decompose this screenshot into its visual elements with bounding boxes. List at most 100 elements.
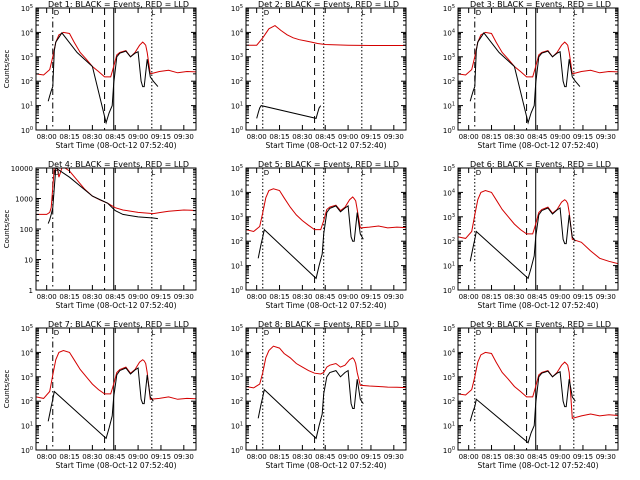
event-marker-label: D	[476, 169, 481, 177]
x-tick-label: 09:15	[573, 453, 593, 461]
x-tick-label: 09:15	[151, 293, 171, 301]
y-tick-label-exponent: 5	[240, 4, 243, 10]
x-tick-label: 08:15	[59, 453, 79, 461]
x-tick-label: 09:00	[338, 293, 358, 301]
y-tick-label: 103	[231, 373, 243, 382]
y-tick-label: 100	[443, 286, 455, 295]
series-line-red	[246, 25, 406, 46]
y-tick-label-exponent: 5	[452, 4, 455, 10]
event-marker-label: L	[573, 9, 577, 17]
series-line-black	[257, 205, 364, 280]
y-axis-label: Counts/sec	[3, 50, 11, 89]
y-tick-label-exponent: 4	[240, 188, 243, 194]
x-tick-label: 09:15	[573, 293, 593, 301]
plot-frame	[457, 7, 619, 131]
x-tick-label: 08:45	[315, 293, 335, 301]
plot-frame	[35, 167, 197, 291]
x-tick-label: 09:30	[174, 453, 194, 461]
x-tick-label: 08:45	[527, 293, 547, 301]
x-tick-label: 08:00	[247, 293, 267, 301]
y-tick-label: 103	[231, 213, 243, 222]
x-tick-label: 09:00	[128, 133, 148, 141]
x-tick-label: 09:15	[151, 453, 171, 461]
y-tick-label-exponent: 1	[240, 422, 243, 428]
series-line-red	[458, 351, 618, 419]
y-tick-label: 102	[21, 397, 33, 406]
x-tick-label: 08:00	[247, 133, 267, 141]
y-tick-label-exponent: 2	[30, 77, 33, 83]
x-tick-label: 09:30	[596, 453, 616, 461]
series-line-black	[47, 367, 154, 440]
y-tick-label: 101	[21, 102, 33, 111]
y-tick-label: 103	[443, 373, 455, 382]
y-tick-label: 104	[443, 28, 455, 37]
y-tick-label: 100	[231, 446, 243, 455]
x-tick-label: 09:30	[596, 293, 616, 301]
chart-title: Det 4: BLACK = Events, RED = LLD	[48, 160, 189, 169]
chart-panel-4: 1 10 100 1000 10000 08:00 08:15 08:30 08:45 09:00…	[3, 160, 197, 310]
event-marker-label: D	[264, 169, 269, 177]
x-tick-label: 08:00	[459, 453, 479, 461]
y-tick-label-exponent: 3	[30, 53, 33, 59]
x-tick-label: 08:00	[459, 133, 479, 141]
series-line-black	[469, 370, 576, 444]
event-marker-label: D	[476, 329, 481, 337]
y-tick-label-exponent: 5	[30, 324, 33, 330]
y-tick-label-exponent: 0	[452, 126, 455, 132]
y-tick-label-exponent: 2	[240, 397, 243, 403]
series-line-red	[36, 349, 196, 400]
x-tick-label: 08:15	[59, 133, 79, 141]
x-tick-label: 08:45	[105, 293, 125, 301]
y-tick-label-exponent: 5	[30, 4, 33, 10]
y-tick-label: 103	[443, 213, 455, 222]
y-tick-label: 101	[231, 262, 243, 271]
series-line-red	[246, 345, 406, 389]
x-tick-label: 08:15	[481, 293, 501, 301]
x-tick-label: 08:30	[504, 453, 524, 461]
y-tick-label-exponent: 3	[30, 373, 33, 379]
chart-title: Det 3: BLACK = Events, RED = LLD	[470, 0, 611, 9]
event-marker-label: D	[54, 329, 59, 337]
x-tick-label: 09:00	[550, 133, 570, 141]
y-tick-label-exponent: 4	[452, 28, 455, 34]
event-marker-label: L	[151, 169, 155, 177]
y-tick-label: 104	[231, 348, 243, 357]
x-tick-label: 09:00	[338, 133, 358, 141]
y-tick-label-exponent: 3	[452, 53, 455, 59]
x-tick-label: 08:00	[247, 453, 267, 461]
y-tick-label: 104	[443, 348, 455, 357]
y-tick-label-exponent: 2	[452, 397, 455, 403]
x-tick-label: 08:30	[504, 293, 524, 301]
y-tick-label-exponent: 4	[240, 28, 243, 34]
series-line-red	[36, 168, 196, 215]
y-tick-label: 103	[21, 53, 33, 62]
y-tick-label: 102	[21, 77, 33, 86]
event-marker-label: D	[264, 9, 269, 17]
chart-title: Det 8: BLACK = Events, RED = LLD	[258, 320, 399, 329]
x-tick-label: 08:30	[82, 453, 102, 461]
series-line-red	[246, 188, 406, 233]
series-line-black	[47, 32, 159, 125]
event-marker-label: D	[476, 9, 481, 17]
y-tick-label: 104	[231, 28, 243, 37]
x-tick-label: 08:15	[481, 133, 501, 141]
y-tick-label-exponent: 0	[452, 446, 455, 452]
x-tick-label: 09:00	[550, 293, 570, 301]
y-tick-label: 102	[231, 77, 243, 86]
event-marker-label: L	[151, 329, 155, 337]
y-axis-label: Counts/sec	[3, 210, 11, 249]
y-tick-label-exponent: 2	[240, 77, 243, 83]
y-tick-label: 100	[21, 126, 33, 135]
x-tick-label: 08:00	[37, 293, 57, 301]
y-tick-label: 101	[21, 422, 33, 431]
y-tick-label: 1	[29, 287, 33, 295]
y-tick-label-exponent: 5	[240, 324, 243, 330]
x-tick-label: 08:00	[459, 293, 479, 301]
y-tick-label: 102	[231, 397, 243, 406]
x-tick-label: 08:45	[315, 133, 335, 141]
y-axis-label: Counts/sec	[3, 370, 11, 409]
